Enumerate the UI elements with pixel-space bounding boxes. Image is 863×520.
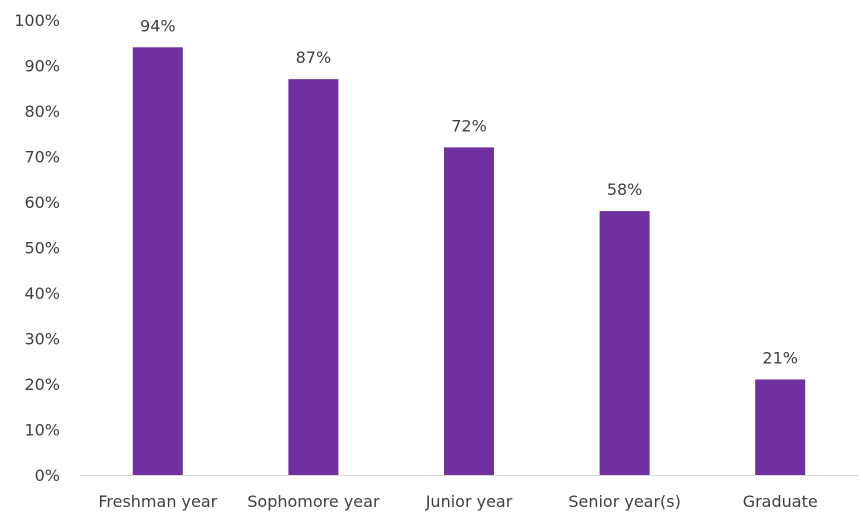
bar [288,79,339,476]
y-tick-label: 20% [24,375,60,394]
bar [599,211,650,475]
y-axis-labels: 0% 10% 20% 30% 40% 50% 60% 70% 80% 90% 100% [14,11,60,485]
x-tick-label: Sophomore year [247,492,380,511]
y-tick-label: 80% [24,102,60,121]
x-tick-label: Freshman year [98,492,217,511]
data-label: 94% [140,16,176,35]
y-tick-label: 10% [24,421,60,440]
data-label: 72% [451,116,487,135]
bar [755,379,806,475]
x-axis-labels: Freshman year Sophomore year Junior year Se… [98,492,817,511]
y-tick-label: 70% [24,148,60,167]
y-tick-label: 40% [24,284,60,303]
y-tick-label: 90% [24,57,60,76]
x-tick-label: Junior year [425,492,513,511]
bar [444,147,494,475]
y-tick-label: 50% [24,239,60,258]
y-tick-label: 60% [24,193,60,212]
data-labels: 94% 87% 72% 58% 21% [140,16,798,367]
data-label: 58% [607,180,643,199]
data-label: 21% [762,348,798,367]
bar [132,47,183,476]
y-tick-label: 0% [35,466,60,485]
y-tick-label: 100% [14,11,60,30]
bar-series [132,47,806,476]
data-label: 87% [296,48,332,67]
x-tick-label: Senior year(s) [568,492,681,511]
x-tick-label: Graduate [743,492,818,511]
y-tick-label: 30% [24,330,60,349]
